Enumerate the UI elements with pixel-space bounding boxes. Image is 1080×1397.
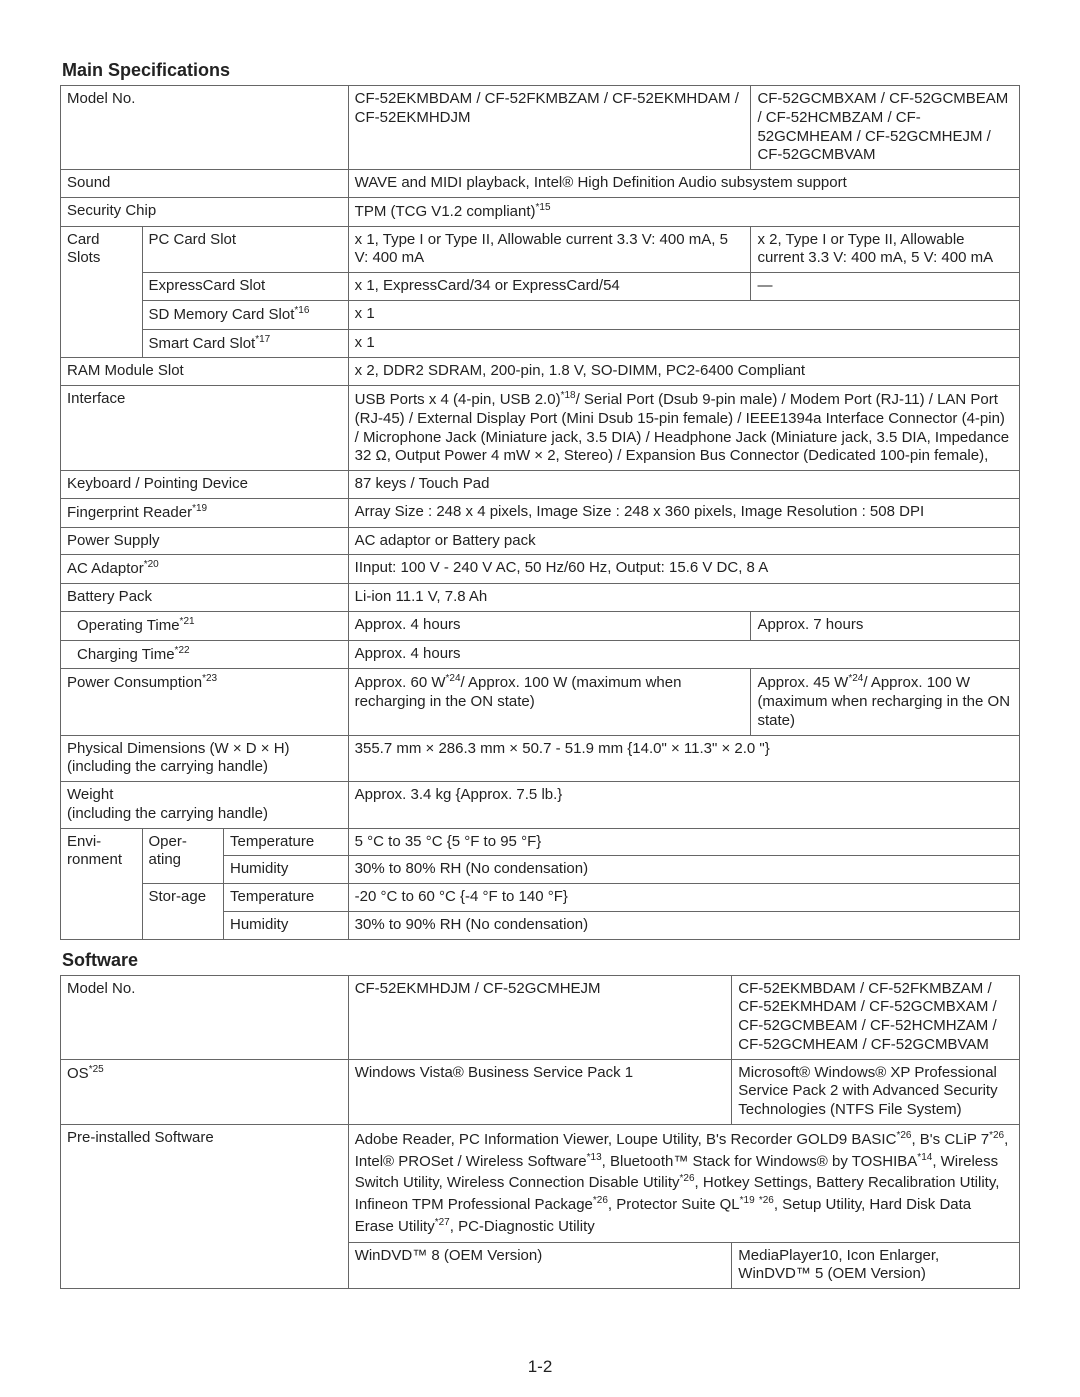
row-label: Sound [61,170,349,198]
cell-value: TPM (TCG V1.2 compliant)*15 [348,197,1019,226]
row-label: Model No. [61,86,349,170]
cell-value: Windows Vista® Business Service Pack 1 [348,1059,732,1124]
cell-value: MediaPlayer10, Icon Enlarger, WinDVD™ 5 … [732,1242,1020,1289]
cell-value: CF-52EKMBDAM / CF-52FKMBZAM / CF-52EKMHD… [732,975,1020,1059]
cell-value: Li-ion 11.1 V, 7.8 Ah [348,584,1019,612]
cell-value: x 2, Type I or Type II, Allowable curren… [751,226,1020,273]
cell-value: Approx. 3.4 kg {Approx. 7.5 lb.} [348,782,1019,829]
cell-value: -20 °C to 60 °C {-4 °F to 140 °F} [348,884,1019,912]
row-label: Weight(including the carrying handle) [61,782,349,829]
row-sublabel: PC Card Slot [142,226,348,273]
row-label: Physical Dimensions (W × D × H)(includin… [61,735,349,782]
row-label: Power Consumption*23 [61,669,349,735]
row-label: RAM Module Slot [61,358,349,386]
main-specs-heading: Main Specifications [62,60,1020,81]
cell-value: USB Ports x 4 (4-pin, USB 2.0)*18/ Seria… [348,386,1019,471]
row-group-label: Envi-ronment [61,828,143,939]
row-sublabel: Smart Card Slot*17 [142,329,348,358]
cell-value: CF-52EKMHDJM / CF-52GCMHEJM [348,975,732,1059]
cell-value: x 1, Type I or Type II, Allowable curren… [348,226,751,273]
cell-value: Approx. 4 hours [348,611,751,640]
row-subgroup-label: Oper-ating [142,828,224,884]
cell-value: 87 keys / Touch Pad [348,471,1019,499]
cell-value: CF-52GCMBXAM / CF-52GCMBEAM / CF-52HCMBZ… [751,86,1020,170]
cell-value: Approx. 4 hours [348,640,1019,669]
row-group-label: Card Slots [61,226,143,358]
cell-value: x 2, DDR2 SDRAM, 200-pin, 1.8 V, SO-DIMM… [348,358,1019,386]
cell-value: 30% to 80% RH (No condensation) [348,856,1019,884]
cell-value: x 1, ExpressCard/34 or ExpressCard/54 [348,273,751,301]
row-sublabel: ExpressCard Slot [142,273,348,301]
cell-value: x 1 [348,329,1019,358]
page-number: 1-2 [528,1357,553,1377]
cell-value: 5 °C to 35 °C {5 °F to 95 °F} [348,828,1019,856]
row-label: Battery Pack [61,584,349,612]
row-subgroup-label: Stor-age [142,884,224,940]
main-specs-table: Model No.CF-52EKMBDAM / CF-52FKMBZAM / C… [60,85,1020,940]
row-label: Operating Time*21 [61,611,349,640]
row-label: Security Chip [61,197,349,226]
software-table: Model No.CF-52EKMHDJM / CF-52GCMHEJMCF-5… [60,975,1020,1290]
row-label: OS*25 [61,1059,349,1124]
row-label: Keyboard / Pointing Device [61,471,349,499]
cell-value: WAVE and MIDI playback, Intel® High Defi… [348,170,1019,198]
row-label: AC Adaptor*20 [61,555,349,584]
cell-value: Array Size : 248 x 4 pixels, Image Size … [348,498,1019,527]
software-heading: Software [62,950,1020,971]
row-sublabel: Temperature [224,828,349,856]
cell-value: Approx. 45 W*24/ Approx. 100 W (maximum … [751,669,1020,735]
row-sublabel: Humidity [224,856,349,884]
row-label: Charging Time*22 [61,640,349,669]
cell-value: Approx. 60 W*24/ Approx. 100 W (maximum … [348,669,751,735]
row-sublabel: Humidity [224,911,349,939]
cell-value: — [751,273,1020,301]
row-label: Pre-installed Software [61,1124,349,1288]
cell-value: x 1 [348,300,1019,329]
cell-value: WinDVD™ 8 (OEM Version) [348,1242,732,1289]
row-sublabel: SD Memory Card Slot*16 [142,300,348,329]
cell-value: Microsoft® Windows® XP Professional Serv… [732,1059,1020,1124]
row-label: Model No. [61,975,349,1059]
row-label: Interface [61,386,349,471]
row-label: Power Supply [61,527,349,555]
cell-value: Approx. 7 hours [751,611,1020,640]
row-label: Fingerprint Reader*19 [61,498,349,527]
cell-value: CF-52EKMBDAM / CF-52FKMBZAM / CF-52EKMHD… [348,86,751,170]
row-sublabel: Temperature [224,884,349,912]
cell-value: IInput: 100 V - 240 V AC, 50 Hz/60 Hz, O… [348,555,1019,584]
cell-value: 30% to 90% RH (No condensation) [348,911,1019,939]
cell-value: 355.7 mm × 286.3 mm × 50.7 - 51.9 mm {14… [348,735,1019,782]
cell-value: Adobe Reader, PC Information Viewer, Lou… [348,1124,1019,1242]
cell-value: AC adaptor or Battery pack [348,527,1019,555]
